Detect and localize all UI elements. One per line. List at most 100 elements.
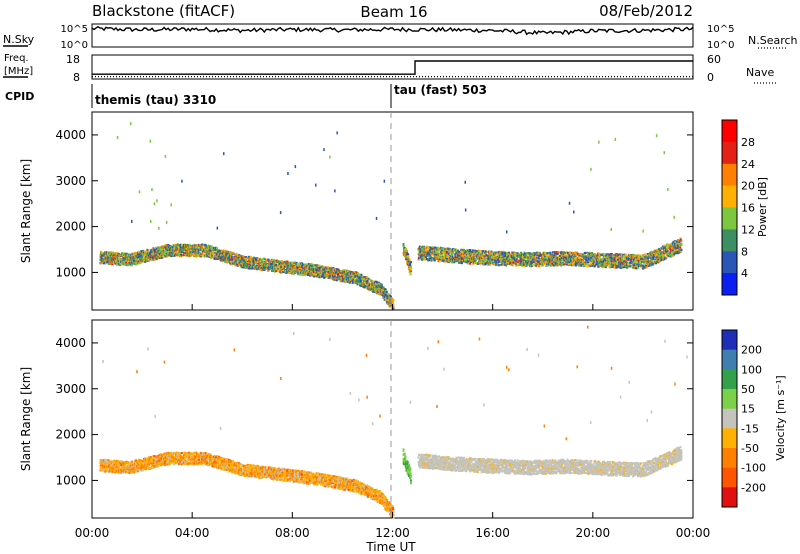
power-point-2538: [334, 273, 337, 276]
power-point-4071: [493, 253, 496, 256]
power-point-4746: [556, 257, 559, 260]
power-point-3091: [384, 288, 387, 291]
power-point-3483: [436, 252, 439, 254]
power-point-1254: [216, 247, 218, 250]
power-point-4894: [570, 253, 573, 256]
power-point-2761: [354, 279, 357, 282]
power-point-1200: [210, 256, 213, 259]
power-point-3607: [448, 254, 451, 257]
power-point-1911: [275, 268, 278, 271]
power-point-4702: [552, 256, 555, 259]
power-point-3197: [404, 254, 407, 257]
power-point-4123: [498, 255, 501, 258]
power-point-2246: [306, 266, 309, 269]
power-point-1714: [256, 257, 259, 260]
noise-right-tick-top: 10^5: [707, 24, 734, 35]
power-point-170: [115, 256, 117, 259]
power-point-4720: [554, 254, 557, 257]
power-point-2275: [309, 263, 312, 266]
power-point-4687: [551, 253, 554, 256]
power-point-2281: [310, 273, 313, 276]
power-point-346: [130, 261, 133, 264]
power-point-2525: [332, 273, 335, 276]
power-point-3284: [418, 245, 421, 248]
power-point-4871: [567, 256, 570, 259]
power-point-1782: [262, 264, 265, 267]
power-point-1676: [253, 256, 256, 259]
power-point-3261: [410, 270, 412, 273]
power-point-374: [133, 260, 136, 263]
power-point-4055: [491, 258, 494, 261]
power-point-108: [109, 256, 112, 259]
power-point-2430: [324, 271, 327, 274]
power-point-3240: [408, 266, 411, 269]
power-point-4667: [549, 251, 552, 254]
power-point-4941: [575, 253, 578, 256]
power-point-4507: [534, 262, 537, 265]
power-point-833: [175, 250, 178, 253]
power-point-4764: [557, 255, 560, 258]
power-point-3792: [467, 259, 470, 262]
power-point-4277: [513, 255, 516, 258]
power-point-1184: [208, 252, 211, 255]
power-point-3750: [462, 250, 465, 253]
power-point-3107: [386, 298, 389, 301]
power-point-4370: [521, 255, 524, 258]
power-point-2143: [297, 264, 300, 267]
power-point-4149: [500, 263, 503, 266]
power-point-1119: [201, 254, 204, 257]
power-point-3308: [420, 257, 423, 260]
power-point-2711: [349, 278, 352, 281]
power-point-101: [109, 259, 112, 262]
power-point-3092: [385, 297, 387, 300]
power-point-224: [120, 254, 122, 257]
power-point-3944: [481, 255, 483, 258]
power-point-2589: [338, 270, 341, 273]
power-point-4125: [498, 263, 501, 266]
power-point-4519: [535, 263, 538, 266]
power-point-2362: [318, 264, 321, 267]
power-point-2584: [338, 277, 341, 280]
power-point-859: [177, 246, 180, 248]
power-point-2496: [330, 277, 333, 280]
power-point-4916: [572, 264, 575, 267]
power-point-3230: [407, 258, 410, 261]
power-point-4276: [513, 257, 516, 260]
power-point-3173: [392, 306, 395, 309]
power-point-1902: [274, 264, 276, 267]
power-point-4713: [553, 251, 556, 253]
power-point-911: [182, 248, 185, 251]
power-point-3975: [483, 251, 486, 254]
power-point-3654: [453, 248, 456, 251]
station-title: Blackstone (fitACF): [92, 2, 235, 20]
power-point-397: [135, 261, 138, 264]
power-point-4088: [494, 255, 497, 258]
power-point-2491: [330, 266, 333, 269]
power-point-464: [141, 254, 144, 257]
power-point-2517: [332, 270, 335, 273]
power-point-3201: [404, 250, 407, 253]
power-point-4704: [552, 264, 555, 267]
power-point-81: [107, 254, 110, 257]
power-point-3117: [387, 293, 390, 295]
power-point-3446: [433, 259, 436, 262]
power-point-1282: [218, 255, 221, 258]
frequency-panel-frame: [91, 54, 694, 80]
power-point-3355: [425, 248, 428, 251]
power-point-3488: [437, 249, 440, 252]
power-point-749: [167, 253, 170, 256]
cpid-label: CPID: [5, 90, 34, 103]
power-point-4691: [551, 257, 554, 260]
power-point-3710: [459, 258, 462, 261]
power-point-3722: [460, 260, 463, 263]
power-point-1581: [245, 259, 248, 262]
power-point-3312: [421, 251, 424, 254]
power-point-282: [125, 254, 127, 257]
power-point-3274: [418, 258, 420, 261]
power-point-3204: [405, 258, 407, 261]
power-point-677: [161, 256, 164, 259]
power-point-3096: [385, 293, 387, 296]
power-point-3198: [404, 253, 407, 256]
power-point-4296: [514, 263, 517, 266]
power-point-2207: [303, 265, 306, 268]
